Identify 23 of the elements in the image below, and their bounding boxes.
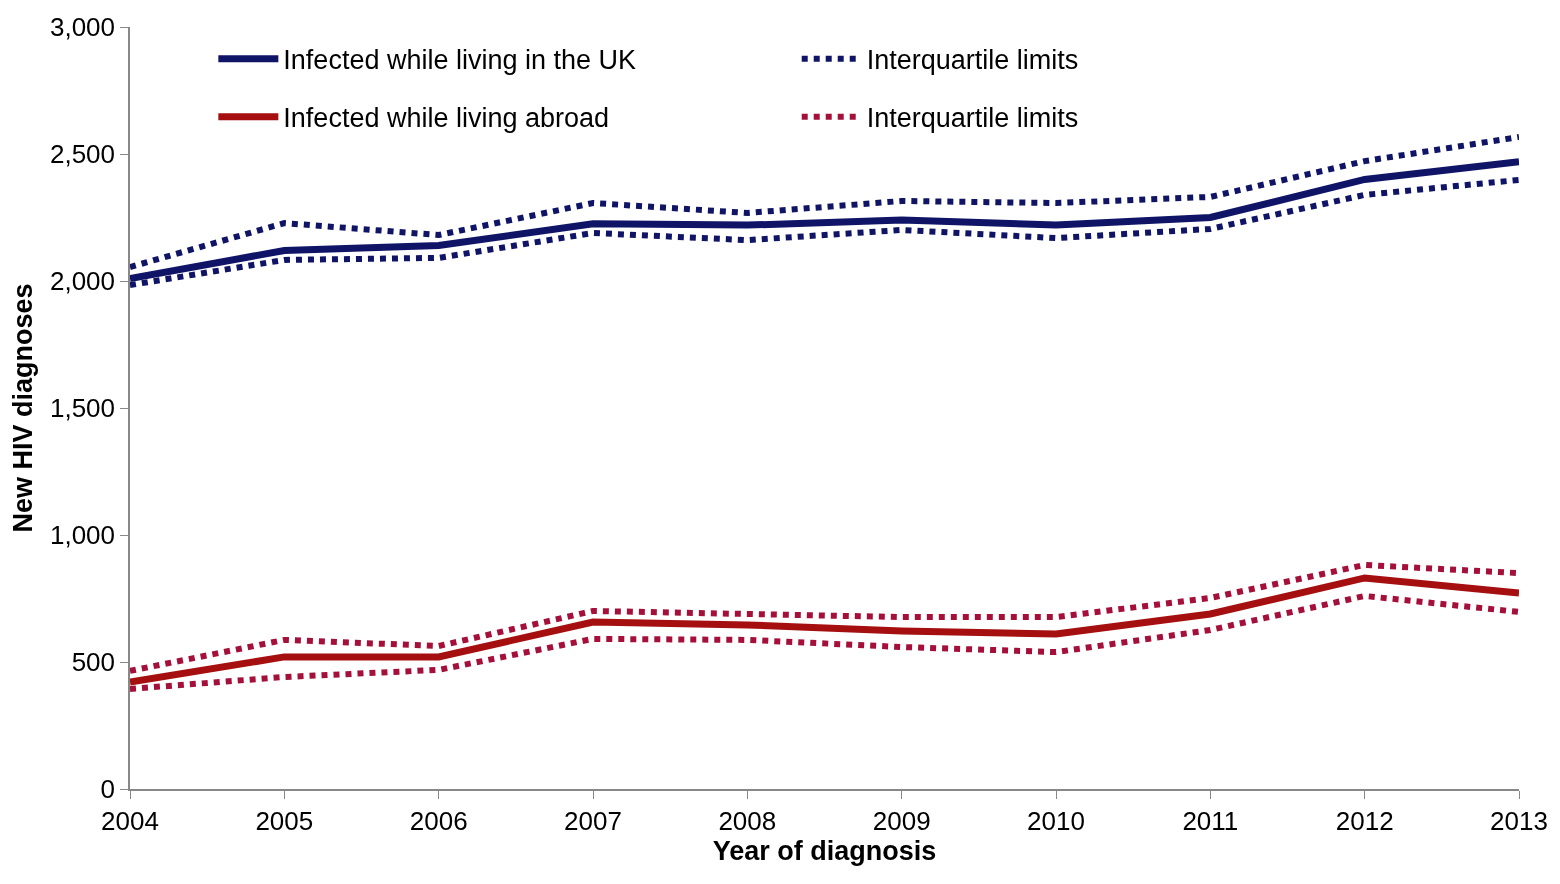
legend-label: Interquartile limits — [866, 103, 1079, 134]
y-tick-label: 500 — [71, 647, 116, 678]
x-tick-label: 2011 — [1182, 805, 1239, 836]
x-tick-label: 2007 — [564, 805, 622, 836]
y-tick-label: 1,500 — [49, 393, 116, 424]
x-tick-label: 2013 — [1490, 805, 1548, 836]
x-tick-label: 2006 — [409, 805, 468, 836]
x-tick-label: 2004 — [101, 805, 159, 836]
x-tick-label: 2008 — [718, 805, 777, 836]
y-tick-label: 2,000 — [49, 266, 116, 297]
legend-label: Infected while living in the UK — [283, 45, 637, 76]
y-tick-label: 1,000 — [49, 520, 116, 551]
y-axis-title: New HIV diagnoses — [7, 283, 38, 533]
legend-label: Interquartile limits — [866, 45, 1079, 76]
x-tick-label: 2009 — [872, 805, 931, 836]
y-tick-label: 2,500 — [49, 139, 116, 170]
x-tick-label: 2012 — [1335, 805, 1394, 836]
x-tick-label: 2005 — [255, 805, 314, 836]
y-tick-label: 3,000 — [49, 12, 116, 43]
x-tick-label: 2010 — [1027, 805, 1085, 836]
y-tick-label: 0 — [100, 774, 116, 805]
x-axis-title: Year of diagnosis — [712, 835, 937, 866]
legend-label: Infected while living abroad — [283, 103, 610, 134]
